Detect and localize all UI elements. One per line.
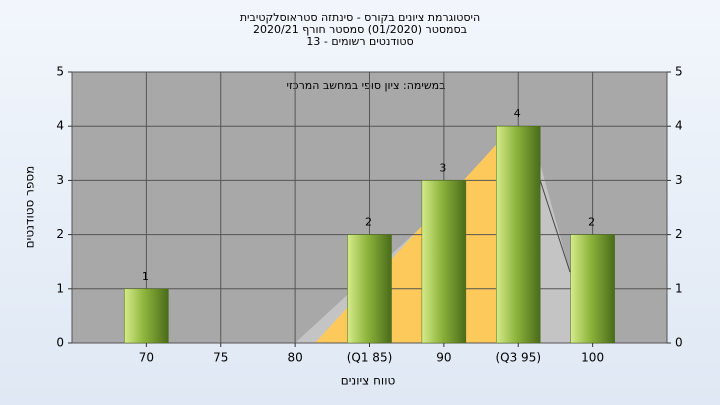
annotation: במשימה: ציון סופי במחשב המרכזי (286, 79, 445, 92)
y-tick-label: 5 (56, 65, 64, 79)
y-tick-label: 3 (56, 173, 64, 187)
marks: 0 0 1 1 2 2 3 3 4 4 5 5 70 1 75 80 (Q1 85) 2 90 3 (Q3 95) 4 10… (56, 65, 682, 365)
bar (347, 234, 392, 344)
chart-subtitle: בסמסטר (01/2020) סמסטר חורף 2020/21 (253, 23, 467, 36)
x-tick-label: (Q1 85) (347, 351, 393, 365)
data-label: 4 (514, 107, 521, 120)
y2-tick-label: 2 (675, 227, 683, 241)
x-tick-label: 75 (213, 351, 228, 365)
data-label: 3 (439, 161, 446, 174)
chart-subtitle: סטודנטים רשומים - 13 (306, 35, 413, 48)
x-tick-label: (Q3 95) (495, 351, 541, 365)
y2-tick-label: 4 (675, 119, 683, 133)
y2-tick-label: 3 (675, 173, 683, 187)
x-tick-label: 80 (287, 351, 302, 365)
bar (421, 180, 467, 344)
y2-tick-label: 0 (675, 336, 683, 350)
bar (570, 234, 615, 344)
y-tick-label: 2 (56, 227, 64, 241)
data-label: 2 (365, 216, 372, 229)
x-tick-label: 70 (139, 351, 154, 365)
y2-tick-label: 1 (675, 281, 683, 295)
bar (496, 125, 541, 344)
data-label: 2 (588, 216, 595, 229)
chart-title: היסטוגרמת ציונים בקורס - סינתזה סטראוסלק… (240, 11, 480, 24)
bar (124, 288, 169, 344)
trend-line (539, 179, 571, 273)
y-tick-label: 1 (56, 281, 64, 295)
x-tick-label: 100 (581, 351, 604, 365)
y-tick-label: 4 (56, 119, 64, 133)
x-axis-label: טווח ציונים (341, 374, 396, 388)
y-tick-label: 0 (56, 336, 64, 350)
y2-tick-label: 5 (675, 65, 683, 79)
x-tick-label: 90 (436, 351, 451, 365)
y-axis-label: מספר סטודנטים (23, 166, 37, 249)
data-label: 1 (142, 270, 149, 283)
